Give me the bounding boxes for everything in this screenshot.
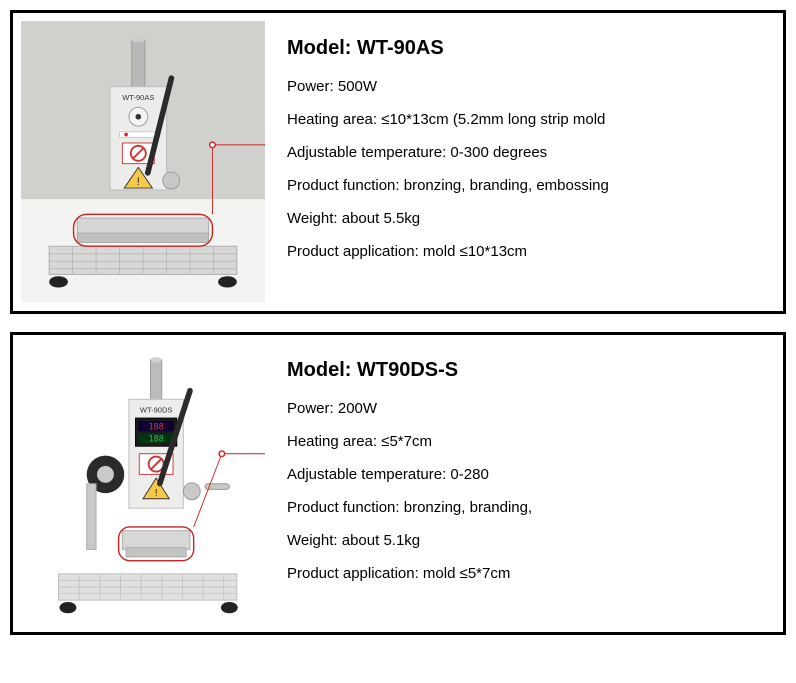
svg-text:!: ! (137, 176, 140, 188)
spec-power: Power: 500W (287, 78, 769, 95)
spec-heating-area: Heating area: ≤5*7cm (287, 433, 769, 450)
product-spec-column: Model: WT90DS-S Power: 200W Heating area… (273, 335, 783, 633)
spec-power: Power: 200W (287, 400, 769, 417)
machine-body-label: WT-90AS (122, 93, 154, 102)
product-card: WT-90DS 188 188 ! (10, 332, 786, 636)
machine-body-label: WT-90DS (140, 405, 173, 414)
svg-text:188: 188 (149, 433, 164, 443)
product-image-area: WT-90AS ! (13, 13, 273, 311)
svg-text:!: ! (155, 487, 158, 498)
spec-application: Product application: mold ≤10*13cm (287, 243, 769, 260)
model-value: WT-90AS (357, 37, 444, 59)
model-prefix: Model: (287, 359, 357, 381)
spec-temperature: Adjustable temperature: 0-300 degrees (287, 144, 769, 161)
spec-function: Product function: bronzing, branding, (287, 499, 769, 516)
product-spec-column: Model: WT-90AS Power: 500W Heating area:… (273, 13, 783, 311)
product-image-area: WT-90DS 188 188 ! (13, 335, 273, 633)
machine-illustration-wt90as: WT-90AS ! (21, 21, 265, 303)
spec-function: Product function: bronzing, branding, em… (287, 177, 769, 194)
model-title: Model: WT-90AS (287, 37, 769, 60)
spec-temperature: Adjustable temperature: 0-280 (287, 466, 769, 483)
svg-text:188: 188 (149, 421, 164, 431)
model-prefix: Model: (287, 37, 357, 59)
spec-application: Product application: mold ≤5*7cm (287, 565, 769, 582)
model-title: Model: WT90DS-S (287, 359, 769, 382)
spec-weight: Weight: about 5.1kg (287, 532, 769, 549)
spec-weight: Weight: about 5.5kg (287, 210, 769, 227)
spec-heating-area: Heating area: ≤10*13cm (5.2mm long strip… (287, 111, 769, 128)
machine-illustration-wt90ds: WT-90DS 188 188 ! (21, 343, 265, 625)
product-card: WT-90AS ! (10, 10, 786, 314)
model-value: WT90DS-S (357, 359, 458, 381)
